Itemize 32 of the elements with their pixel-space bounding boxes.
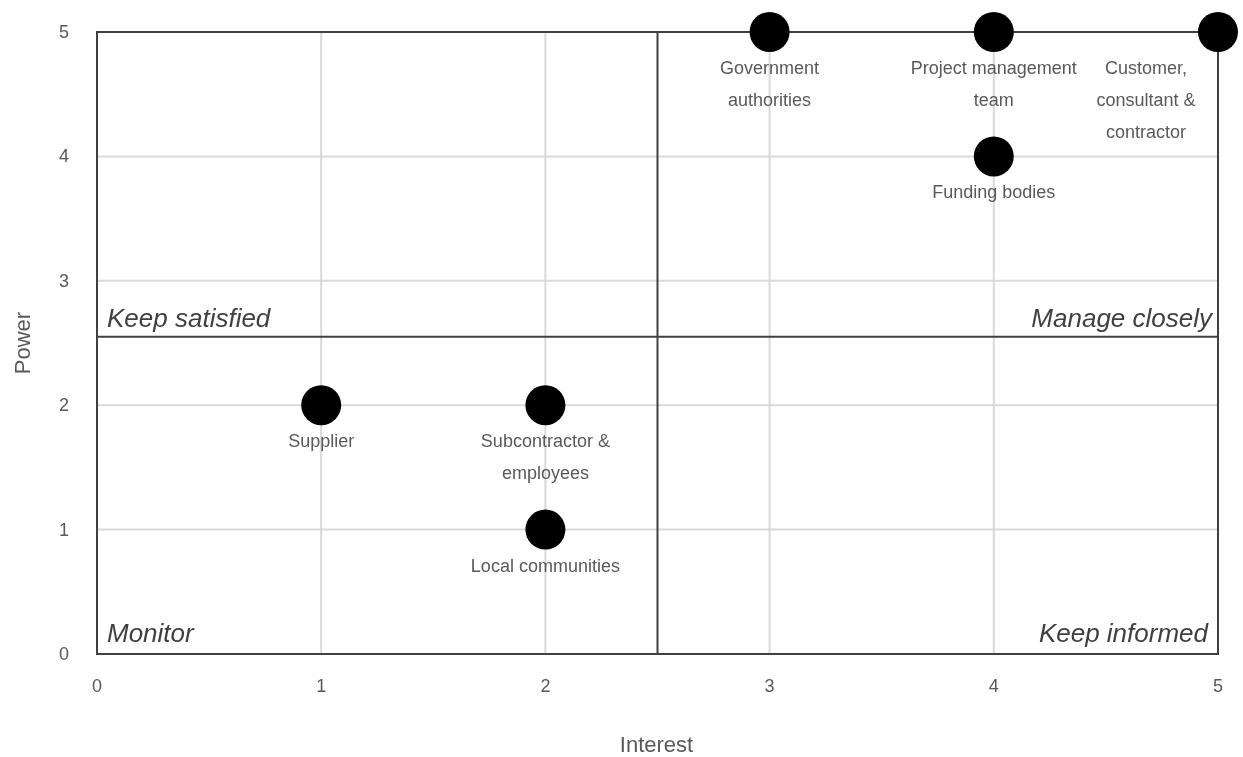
annotation: Keep satisfied xyxy=(107,302,272,333)
y-tick-label: 5 xyxy=(58,22,69,42)
annotation: Keep informed xyxy=(1038,618,1210,648)
y-tick-label: 0 xyxy=(58,644,69,664)
y-tick-label: 2 xyxy=(58,395,69,416)
x-tick-label: 4 xyxy=(988,676,999,696)
x-tick-label: 5 xyxy=(1212,676,1224,696)
y-tick-label: 1 xyxy=(58,519,69,540)
x-tick-label: 2 xyxy=(540,676,551,696)
y-axis-title: Power xyxy=(10,311,35,375)
annotation: Monitor xyxy=(107,618,196,648)
x-axis-title: Interest xyxy=(619,732,694,757)
x-tick-label: 0 xyxy=(91,676,103,696)
annotation: Government authorities xyxy=(720,58,820,110)
annotation: Manage closely xyxy=(1031,302,1214,333)
annotation: Customer, consultant & contractor xyxy=(1096,58,1196,142)
annotation: Local communities xyxy=(470,555,620,576)
point xyxy=(973,12,1014,52)
y-tick-label: 4 xyxy=(58,146,69,167)
point xyxy=(525,509,566,550)
annotation: Subcontractor & employees xyxy=(480,431,610,484)
point xyxy=(973,136,1014,177)
point xyxy=(301,385,342,426)
point xyxy=(1198,12,1238,52)
x-tick-label: 1 xyxy=(316,676,327,696)
x-tick-label: 3 xyxy=(764,676,775,696)
annotation: Funding bodies xyxy=(932,182,1056,203)
annotation: Supplier xyxy=(288,431,355,452)
point xyxy=(525,385,566,426)
annotation: Project management team xyxy=(910,58,1077,110)
y-tick-label: 3 xyxy=(58,270,69,291)
point xyxy=(749,12,790,52)
